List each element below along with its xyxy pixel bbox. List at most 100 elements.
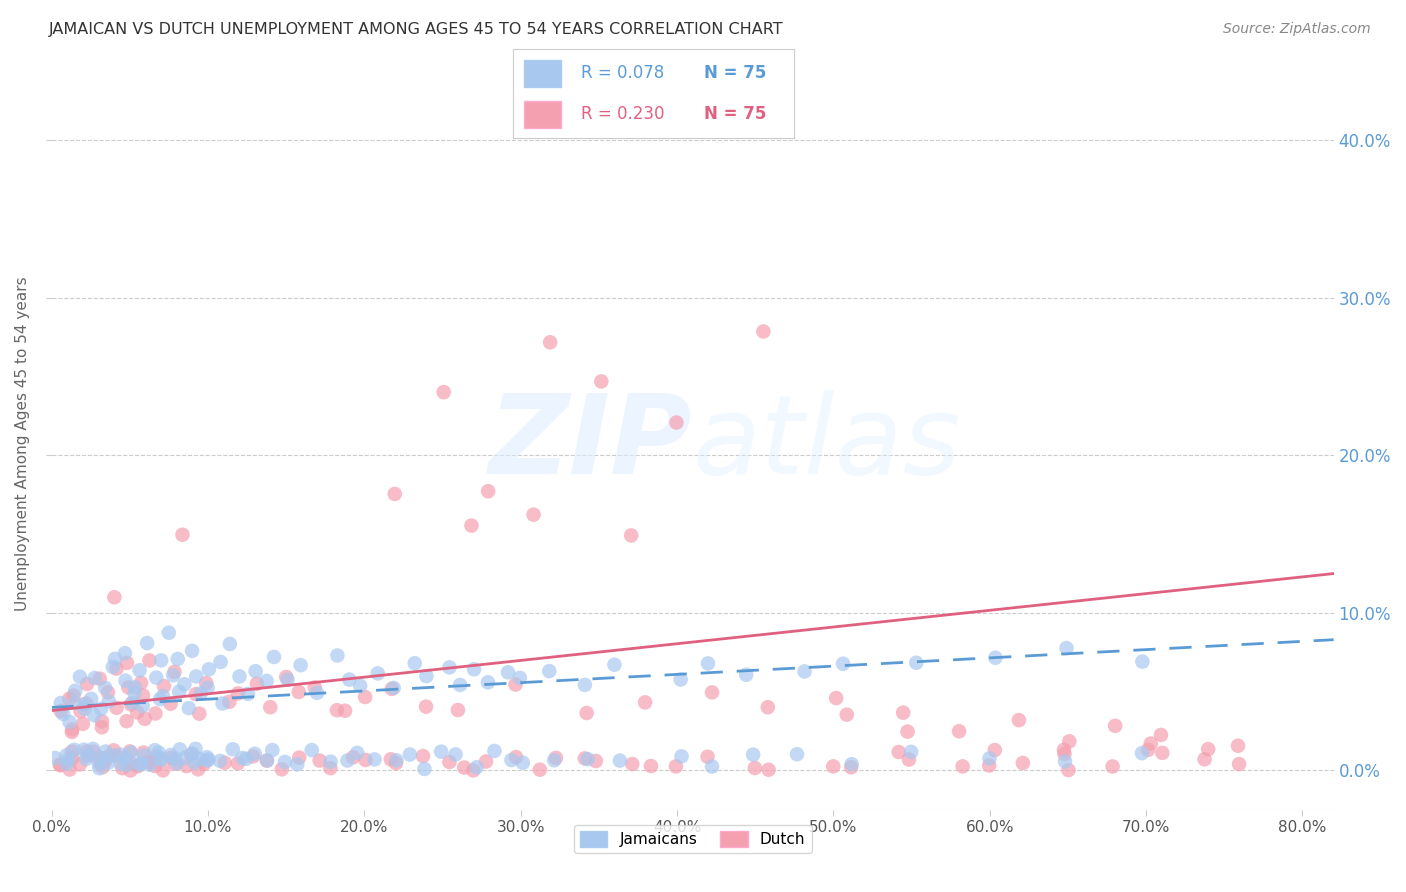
Point xyxy=(609,754,631,768)
Point xyxy=(97,685,120,699)
Point xyxy=(447,703,470,717)
Point xyxy=(55,756,77,771)
Point xyxy=(218,637,240,651)
Point xyxy=(1008,713,1031,727)
Point xyxy=(270,762,292,776)
Point xyxy=(115,656,138,670)
Point xyxy=(110,756,132,771)
Point xyxy=(101,660,124,674)
Point xyxy=(172,527,194,541)
Point xyxy=(209,655,232,669)
Point xyxy=(430,745,453,759)
Point xyxy=(465,760,488,774)
Point xyxy=(195,750,218,764)
Point xyxy=(245,664,267,678)
Point xyxy=(574,751,596,765)
Point xyxy=(1130,746,1153,760)
Point xyxy=(188,706,211,721)
Point xyxy=(120,764,142,778)
Point xyxy=(1197,742,1219,756)
Point xyxy=(152,689,174,703)
Point xyxy=(285,757,308,772)
Point xyxy=(543,753,565,767)
Point xyxy=(1054,755,1077,769)
Point xyxy=(752,325,775,339)
Point xyxy=(75,697,97,711)
Point xyxy=(1053,743,1076,757)
Point xyxy=(274,755,297,769)
Point xyxy=(121,696,143,710)
Point xyxy=(159,751,181,765)
Point xyxy=(91,760,114,774)
Point xyxy=(89,672,111,686)
Point xyxy=(544,751,567,765)
Point xyxy=(83,708,105,723)
Point xyxy=(384,487,406,501)
Point xyxy=(105,700,128,714)
Point xyxy=(256,754,278,768)
Text: R = 0.230: R = 0.230 xyxy=(581,105,664,123)
Point xyxy=(76,745,98,759)
Point xyxy=(665,759,688,773)
Point xyxy=(984,743,1007,757)
Point xyxy=(1053,747,1076,761)
Point xyxy=(444,747,467,762)
Point xyxy=(76,677,98,691)
Point xyxy=(385,753,408,767)
Point xyxy=(167,685,190,699)
Point xyxy=(59,763,82,777)
Point xyxy=(620,528,643,542)
Point xyxy=(101,748,124,763)
Point xyxy=(634,695,657,709)
Point xyxy=(669,673,692,687)
Point xyxy=(404,657,426,671)
Point xyxy=(700,759,723,773)
Point xyxy=(139,756,162,770)
Point xyxy=(665,416,688,430)
Point xyxy=(77,748,100,763)
Point xyxy=(349,679,371,693)
Point xyxy=(128,663,150,677)
Point xyxy=(131,699,153,714)
Point xyxy=(979,758,1001,772)
Point xyxy=(169,742,191,756)
Text: Source: ZipAtlas.com: Source: ZipAtlas.com xyxy=(1223,22,1371,37)
Point xyxy=(127,706,149,720)
Point xyxy=(756,700,779,714)
Point xyxy=(60,725,83,739)
Point xyxy=(575,706,598,720)
Point xyxy=(214,756,236,770)
Point xyxy=(591,375,613,389)
Point xyxy=(385,756,408,771)
Point xyxy=(72,716,94,731)
Point xyxy=(433,385,456,400)
Point xyxy=(509,671,531,685)
Point xyxy=(62,689,84,703)
Point xyxy=(304,681,326,695)
Point xyxy=(1227,757,1250,772)
Point xyxy=(110,747,132,762)
Point xyxy=(87,756,110,770)
Point xyxy=(1101,759,1123,773)
Point xyxy=(380,752,402,766)
Point xyxy=(152,764,174,778)
Point xyxy=(337,673,360,687)
Point xyxy=(187,762,209,776)
Point xyxy=(382,681,405,695)
Point xyxy=(576,752,599,766)
Point xyxy=(136,636,159,650)
Point xyxy=(176,759,198,773)
Point xyxy=(77,748,100,763)
Point xyxy=(90,702,112,716)
Point xyxy=(55,748,77,763)
Point xyxy=(793,665,815,679)
Point xyxy=(82,745,104,759)
Point xyxy=(228,669,250,683)
Point xyxy=(195,676,218,690)
Text: ZIP: ZIP xyxy=(489,390,693,497)
Point xyxy=(363,752,385,766)
Point xyxy=(256,754,278,768)
Point xyxy=(82,742,104,756)
Point xyxy=(823,759,845,773)
Point xyxy=(346,746,368,760)
